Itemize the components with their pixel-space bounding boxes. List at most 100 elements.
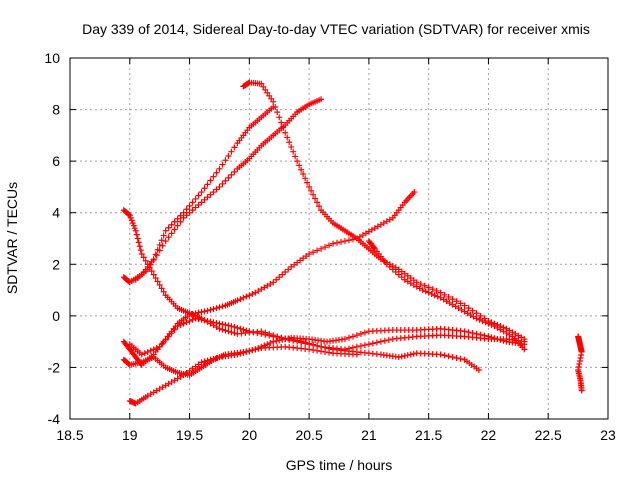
data-point bbox=[140, 254, 147, 261]
data-point bbox=[216, 165, 223, 172]
data-point bbox=[314, 342, 321, 349]
data-point bbox=[186, 311, 193, 318]
data-point bbox=[395, 354, 402, 361]
data-point bbox=[445, 353, 452, 360]
y-tick-label: 8 bbox=[52, 102, 60, 118]
data-point bbox=[204, 307, 211, 314]
data-point bbox=[310, 347, 317, 354]
data-point bbox=[477, 312, 484, 319]
data-point bbox=[160, 288, 167, 295]
data-point bbox=[171, 226, 178, 233]
data-point bbox=[136, 243, 143, 250]
data-point bbox=[133, 231, 140, 238]
data-point bbox=[186, 202, 193, 209]
data-point bbox=[385, 336, 392, 343]
data-point bbox=[168, 221, 175, 228]
data-point bbox=[216, 183, 223, 190]
data-point bbox=[304, 179, 311, 186]
data-point bbox=[488, 321, 495, 328]
data-point bbox=[213, 305, 220, 312]
data-point bbox=[174, 323, 181, 330]
data-point bbox=[365, 341, 372, 348]
x-tick-label: 20.5 bbox=[295, 427, 322, 443]
data-marks bbox=[120, 79, 585, 407]
data-point bbox=[274, 109, 281, 116]
data-point bbox=[314, 247, 321, 254]
data-point bbox=[361, 342, 368, 349]
data-point bbox=[381, 337, 388, 344]
data-point bbox=[266, 332, 273, 339]
data-point bbox=[294, 158, 301, 165]
data-point bbox=[192, 315, 199, 322]
data-point bbox=[198, 189, 205, 196]
data-point bbox=[207, 318, 214, 325]
data-point bbox=[240, 348, 247, 355]
data-point bbox=[437, 289, 444, 296]
data-point bbox=[183, 206, 190, 213]
data-point bbox=[250, 329, 257, 336]
data-point bbox=[135, 239, 142, 246]
data-point bbox=[222, 321, 229, 328]
data-point bbox=[142, 257, 149, 264]
data-point bbox=[243, 293, 250, 300]
data-point bbox=[195, 316, 202, 323]
data-point bbox=[425, 289, 432, 296]
data-point bbox=[137, 247, 144, 254]
data-point bbox=[180, 209, 187, 216]
data-point bbox=[425, 284, 432, 291]
data-point bbox=[168, 330, 175, 337]
data-point bbox=[150, 271, 157, 278]
series-arc-4 bbox=[126, 325, 528, 407]
data-point bbox=[201, 185, 208, 192]
data-point bbox=[278, 334, 285, 341]
data-point bbox=[318, 96, 325, 103]
data-point bbox=[288, 143, 295, 150]
data-point bbox=[290, 148, 297, 155]
data-point bbox=[210, 173, 217, 180]
data-point bbox=[349, 344, 356, 351]
data-point bbox=[150, 256, 157, 263]
data-point bbox=[419, 287, 426, 294]
data-point bbox=[234, 297, 241, 304]
data-point bbox=[162, 238, 169, 245]
data-point bbox=[314, 199, 321, 206]
data-point bbox=[249, 347, 256, 354]
y-tick-label: 10 bbox=[44, 50, 60, 66]
data-point bbox=[243, 327, 250, 334]
data-point bbox=[177, 218, 184, 225]
data-point bbox=[357, 330, 364, 337]
data-point bbox=[475, 367, 482, 374]
data-point bbox=[228, 148, 235, 155]
data-point bbox=[171, 218, 178, 225]
data-point bbox=[222, 177, 229, 184]
data-point bbox=[398, 353, 405, 360]
data-point bbox=[165, 224, 172, 231]
y-tick-label: 0 bbox=[52, 308, 60, 324]
data-point bbox=[156, 241, 163, 248]
data-point bbox=[294, 337, 301, 344]
data-point bbox=[306, 183, 313, 190]
data-point bbox=[260, 83, 267, 90]
data-point bbox=[469, 307, 476, 314]
data-point bbox=[268, 95, 275, 102]
data-point bbox=[258, 330, 265, 337]
data-point bbox=[310, 191, 317, 198]
data-point bbox=[204, 181, 211, 188]
series-arc-9 bbox=[365, 238, 528, 353]
data-point bbox=[174, 222, 181, 229]
data-point bbox=[231, 168, 238, 175]
data-point bbox=[341, 238, 348, 245]
data-point bbox=[141, 350, 148, 357]
data-point bbox=[306, 340, 313, 347]
data-point bbox=[300, 171, 307, 178]
data-point bbox=[337, 238, 344, 245]
data-point bbox=[473, 315, 480, 322]
data-point bbox=[266, 92, 273, 99]
data-point bbox=[267, 339, 274, 346]
data-point bbox=[437, 351, 444, 358]
data-point bbox=[216, 325, 223, 332]
data-point bbox=[144, 261, 151, 268]
data-point bbox=[171, 326, 178, 333]
series-arc-7 bbox=[120, 189, 418, 368]
